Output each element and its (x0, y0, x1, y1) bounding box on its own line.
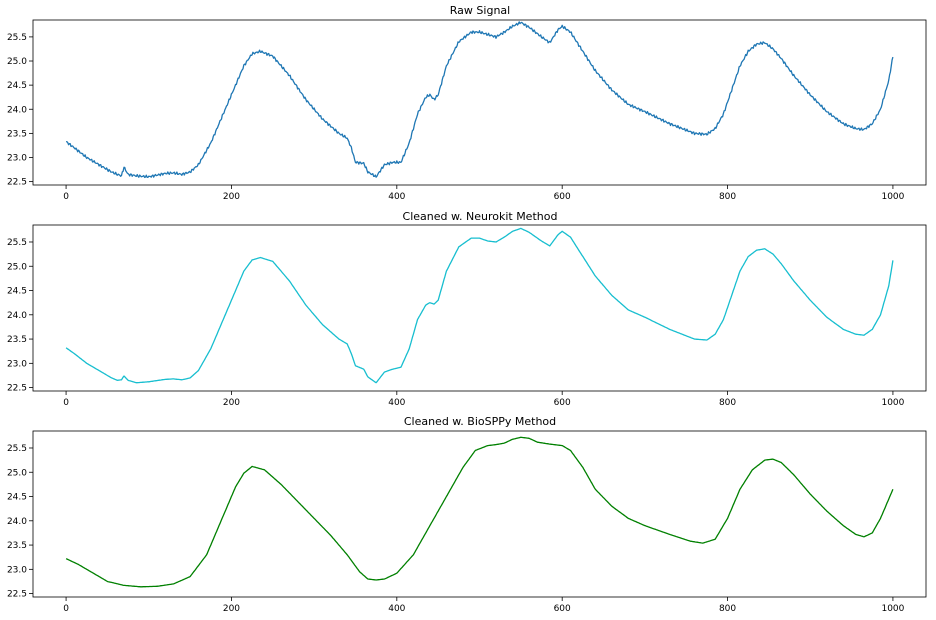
x-tick-label: 200 (223, 192, 240, 202)
y-tick-label: 23.0 (7, 359, 27, 369)
x-tick-label: 600 (554, 604, 571, 614)
series-line (65, 227, 894, 384)
y-tick-group: 22.5 23.0 23.5 24.0 24.5 25.0 25.5 (7, 33, 33, 188)
y-tick-label: 25.0 (7, 262, 27, 272)
x-tick-label: 400 (388, 192, 405, 202)
y-tick-label: 23.0 (7, 154, 27, 164)
y-tick-label: 24.5 (7, 287, 27, 297)
y-tick-label: 24.0 (7, 105, 27, 115)
y-tick-label: 24.0 (7, 311, 27, 321)
subplot-title: Cleaned w. BioSPPy Method (404, 415, 556, 428)
x-tick-label: 800 (719, 192, 736, 202)
x-tick-label: 1000 (881, 398, 904, 408)
plot-area (32, 430, 927, 598)
y-tick-label: 24.0 (7, 517, 27, 527)
series-line (66, 21, 894, 179)
y-tick-label: 22.5 (7, 384, 27, 394)
subplot-neurokit: Cleaned w. Neurokit Method 22.523.023.52… (7, 210, 927, 408)
x-tick-group: 0 200 400 600 800 1000 (63, 391, 905, 408)
y-tick-label: 25.0 (7, 468, 27, 478)
x-tick-label: 600 (554, 398, 571, 408)
x-tick-label: 200 (223, 398, 240, 408)
y-tick-label: 23.0 (7, 565, 27, 575)
plot-area (32, 224, 927, 392)
x-tick-group: 0 200 400 600 800 1000 (63, 185, 905, 202)
x-tick-label: 0 (63, 398, 69, 408)
y-tick-label: 25.5 (7, 444, 27, 454)
x-tick-label: 0 (63, 604, 69, 614)
y-tick-label: 23.5 (7, 541, 27, 551)
y-tick-label: 25.5 (7, 238, 27, 248)
subplot-title: Cleaned w. Neurokit Method (403, 210, 558, 223)
y-tick-label: 24.5 (7, 493, 27, 503)
y-tick-label: 23.5 (7, 335, 27, 345)
subplot-title: Raw Signal (450, 4, 510, 17)
y-tick-label: 23.5 (7, 129, 27, 139)
x-tick-label: 800 (719, 398, 736, 408)
y-tick-group: 22.5 23.0 23.5 24.0 24.5 25.0 25.5 (7, 444, 33, 600)
x-tick-label: 200 (223, 604, 240, 614)
plot-area (32, 19, 927, 186)
x-tick-label: 400 (388, 398, 405, 408)
x-tick-label: 0 (63, 192, 69, 202)
series-line (65, 436, 894, 588)
x-tick-group: 0 200 400 600 800 1000 (63, 597, 905, 614)
x-tick-label: 600 (554, 192, 571, 202)
y-tick-label: 25.5 (7, 33, 27, 43)
subplot-biosppy: Cleaned w. BioSPPy Method 22.5 23.0 23.5 24… (7, 415, 927, 614)
y-tick-label: 24.5 (7, 81, 27, 91)
x-tick-label: 1000 (881, 192, 904, 202)
y-tick-label: 25.0 (7, 57, 27, 67)
y-tick-label: 22.5 (7, 590, 27, 600)
subplot-raw-signal: Raw Signal 22.523.023.524.024.525.025.5 … (7, 4, 927, 202)
x-tick-label: 1000 (881, 604, 904, 614)
y-tick-group: 22.5 23.0 23.5 24.0 24.5 25.0 25.5 (7, 238, 33, 394)
y-tick-label: 22.5 (7, 178, 27, 188)
x-tick-label: 400 (388, 604, 405, 614)
x-tick-label: 800 (719, 604, 736, 614)
